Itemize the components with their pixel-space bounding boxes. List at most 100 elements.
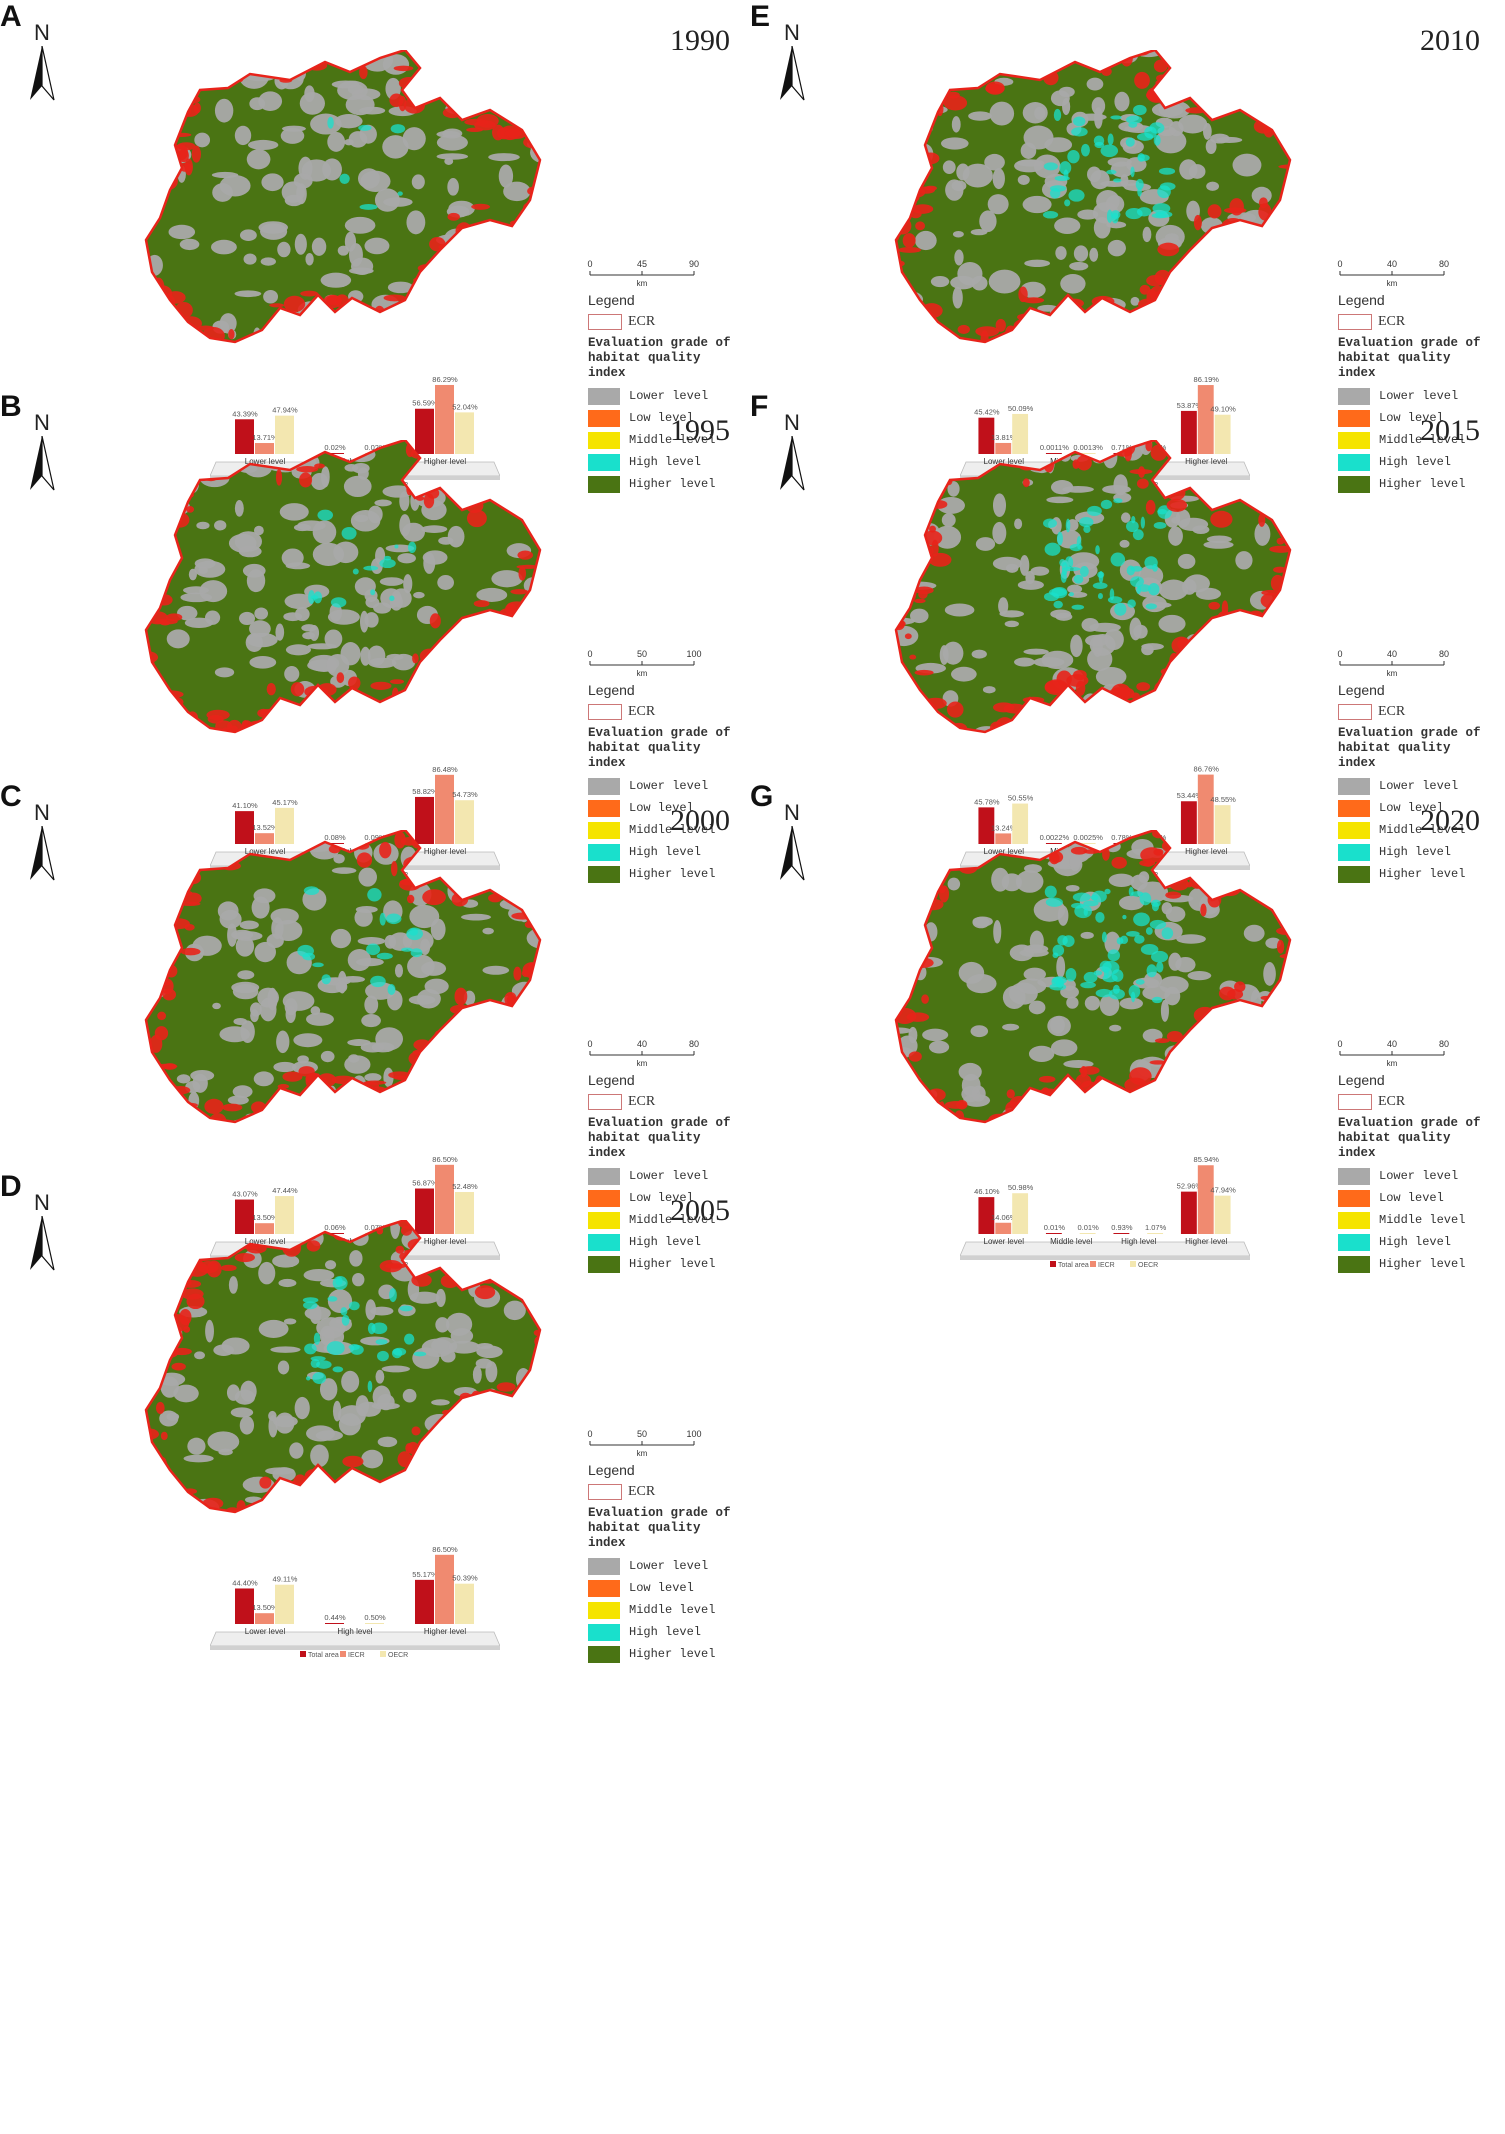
habitat-quality-map bbox=[146, 50, 540, 342]
panel-d: D N 2005 0 50 100 km Legend ECR Evaluation grade … bbox=[0, 1170, 740, 1690]
year-label: 1990 bbox=[670, 24, 730, 57]
legend-item: Lower level bbox=[588, 1555, 740, 1577]
bar bbox=[978, 1197, 995, 1234]
panel-label: C bbox=[0, 780, 22, 813]
bar bbox=[275, 1584, 294, 1624]
bar bbox=[415, 796, 434, 844]
legend-title: Legend bbox=[1338, 292, 1385, 308]
bar bbox=[1045, 1233, 1062, 1234]
data-label: 50.98% bbox=[1008, 1183, 1034, 1192]
legend-item: High level bbox=[1338, 1231, 1490, 1253]
panel-label: G bbox=[750, 780, 774, 813]
scale-bar: 0 40 80 km bbox=[584, 1035, 704, 1072]
map-area bbox=[140, 48, 570, 355]
legend-ecr: ECR bbox=[588, 1484, 740, 1500]
legend-item: Middle level bbox=[588, 1209, 740, 1231]
legend-item: Middle level bbox=[1338, 819, 1490, 841]
data-label: 13.71% bbox=[252, 433, 278, 442]
legend-eval-title: Evaluation grade of habitat quality index bbox=[588, 336, 731, 380]
bar bbox=[255, 443, 274, 454]
chart-legend-swatch bbox=[340, 1651, 346, 1657]
category-label: Higher level bbox=[424, 847, 466, 856]
bar bbox=[255, 833, 274, 844]
bar bbox=[455, 412, 474, 454]
scale-tick: 50 bbox=[637, 649, 647, 659]
bar bbox=[235, 1588, 254, 1624]
data-label: 86.48% bbox=[432, 765, 458, 774]
scale-bar: 0 40 80 km bbox=[1334, 255, 1454, 292]
bar bbox=[1113, 1233, 1130, 1234]
data-label: 13.52% bbox=[252, 823, 278, 832]
chart: 46.10% 14.06% 50.98% Lower level 0.01% 0.01% M… bbox=[959, 1140, 1251, 1275]
legend-ecr: ECR bbox=[588, 314, 740, 330]
data-label: 47.44% bbox=[272, 1186, 298, 1195]
category-label: Higher level bbox=[424, 1627, 466, 1636]
legend-eval-title: Evaluation grade of habitat quality index bbox=[1338, 336, 1481, 380]
scale-tick: 100 bbox=[686, 649, 701, 659]
legend-item: Lower level bbox=[1338, 775, 1490, 797]
category-label: Higher level bbox=[1185, 1237, 1227, 1246]
legend-title: Legend bbox=[588, 1072, 635, 1088]
habitat-quality-map bbox=[896, 440, 1290, 732]
bar bbox=[1012, 803, 1029, 844]
legend-item: High level bbox=[1338, 451, 1490, 473]
north-arrow-icon: N bbox=[20, 800, 64, 890]
scale-tick: 80 bbox=[1439, 649, 1449, 659]
scale-bar: 0 40 80 km bbox=[1334, 645, 1454, 682]
bar bbox=[1012, 1193, 1029, 1234]
map-legend: Legend ECR Evaluation grade of habitat qual… bbox=[588, 292, 740, 495]
chart-legend-label: IECR bbox=[348, 1652, 365, 1659]
scale-tick: 0 bbox=[587, 1039, 592, 1049]
legend-ecr: ECR bbox=[1338, 314, 1490, 330]
data-label: 45.17% bbox=[272, 798, 298, 807]
data-label: 46.10% bbox=[974, 1187, 1000, 1196]
data-label: 0.01% bbox=[1077, 1223, 1099, 1232]
bar bbox=[1197, 385, 1214, 454]
map-area bbox=[140, 438, 570, 745]
category-label: Middle level bbox=[1050, 1237, 1092, 1246]
scale-tick: 0 bbox=[1337, 259, 1342, 269]
north-label: N bbox=[784, 800, 800, 825]
data-label: 52.96% bbox=[1177, 1182, 1203, 1191]
bar bbox=[978, 417, 995, 454]
north-arrow-icon: N bbox=[20, 20, 64, 110]
map-area bbox=[140, 1218, 570, 1525]
legend-ecr: ECR bbox=[588, 704, 740, 720]
bar bbox=[325, 1233, 344, 1234]
bar bbox=[255, 1613, 274, 1624]
data-label: 54.73% bbox=[452, 790, 478, 799]
bar bbox=[1079, 453, 1096, 454]
legend-title: Legend bbox=[588, 292, 635, 308]
category-label: Higher level bbox=[1185, 847, 1227, 856]
chart-legend-swatch bbox=[1130, 1261, 1136, 1267]
data-label: 86.76% bbox=[1194, 765, 1220, 774]
bar bbox=[325, 453, 344, 454]
data-label: 86.50% bbox=[432, 1155, 458, 1164]
bar bbox=[235, 419, 254, 454]
data-label: 45.42% bbox=[974, 408, 1000, 417]
scale-bar: 0 40 80 km bbox=[1334, 1035, 1454, 1072]
bar bbox=[235, 1199, 254, 1234]
data-label: 0.78% bbox=[1111, 833, 1133, 842]
data-label: 0.93% bbox=[1111, 1223, 1133, 1232]
panel-label: F bbox=[750, 390, 769, 423]
legend-item: Lower level bbox=[588, 775, 740, 797]
bar bbox=[325, 843, 344, 844]
data-label: 14.06% bbox=[991, 1213, 1017, 1222]
legend-eval-title: Evaluation grade of habitat quality index bbox=[1338, 726, 1481, 770]
bar-chart: 44.40% 13.50% 49.11% Lower level 0.44% 0.50% H… bbox=[209, 1545, 501, 1659]
bar bbox=[255, 1223, 274, 1234]
panel-label: E bbox=[750, 0, 771, 33]
legend-ecr: ECR bbox=[1338, 1094, 1490, 1110]
panel-label: D bbox=[0, 1170, 22, 1203]
bar bbox=[1214, 1195, 1231, 1234]
category-label: Lower level bbox=[245, 847, 286, 856]
north-arrow-icon: N bbox=[20, 410, 64, 500]
bar bbox=[275, 415, 294, 454]
data-label: 58.82% bbox=[412, 787, 438, 796]
north-label: N bbox=[784, 410, 800, 435]
chart-legend-swatch bbox=[1050, 1261, 1056, 1267]
habitat-quality-map bbox=[896, 830, 1290, 1122]
scale-unit: km bbox=[1387, 669, 1398, 678]
legend-eval-title: Evaluation grade of habitat quality index bbox=[588, 1506, 731, 1550]
